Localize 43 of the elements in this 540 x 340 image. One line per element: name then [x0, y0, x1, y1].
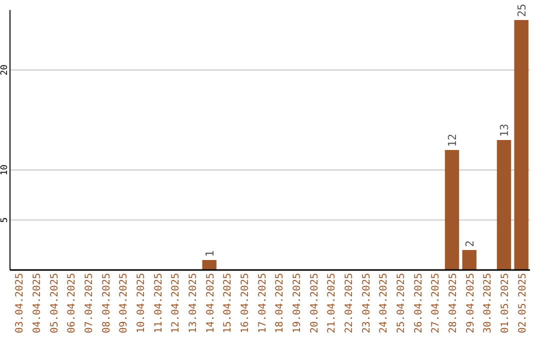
x-tick-label: 18.04.2025	[274, 273, 286, 334]
x-tick-label: 19.04.2025	[292, 273, 303, 334]
data-label: 25	[515, 4, 528, 17]
x-tick-label: 10.04.2025	[136, 273, 147, 334]
x-tick-label: 03.04.2025	[14, 273, 26, 334]
bar	[444, 150, 460, 270]
x-tick-label: 20.04.2025	[309, 273, 320, 334]
x-tick-label: 23.04.2025	[361, 273, 372, 334]
bar	[202, 260, 216, 270]
x-tick-label: 12.04.2025	[170, 273, 182, 334]
x-tick-label: 21.04.2025	[326, 273, 338, 334]
x-tick-label: 07.04.2025	[84, 273, 95, 334]
bar	[514, 20, 528, 270]
x-tick-label: 08.04.2025	[101, 273, 112, 334]
x-tick-label: 16.04.2025	[240, 273, 251, 334]
x-tick-label: 26.04.2025	[413, 273, 424, 334]
x-tick-label: 01.05.2025	[500, 273, 511, 334]
data-label: 2	[463, 240, 476, 247]
x-tick-label: 11.04.2025	[153, 273, 164, 334]
x-tick-label: 06.04.2025	[66, 273, 78, 334]
x-tick-label: 13.04.2025	[188, 273, 199, 334]
x-tick-label: 28.04.2025	[448, 273, 459, 334]
x-tick-label: 04.04.2025	[32, 273, 43, 334]
x-tick-label: 14.04.2025	[205, 273, 216, 334]
data-label: 12	[446, 134, 459, 147]
x-tick-label: 22.04.2025	[344, 273, 355, 334]
x-tick-label: 25.04.2025	[396, 273, 407, 334]
x-tick-label: 17.04.2025	[257, 273, 268, 334]
data-label: 13	[498, 124, 511, 137]
x-tick-label: 02.05.2025	[517, 273, 528, 334]
x-tick-label: 09.04.2025	[118, 273, 130, 334]
y-tick-label: 20	[0, 64, 10, 76]
bar	[496, 140, 512, 270]
x-tick-label: 29.04.2025	[465, 273, 476, 334]
data-label: 1	[203, 250, 216, 257]
y-tick-label: 5	[0, 217, 10, 223]
x-tick-label: 15.04.2025	[222, 273, 234, 334]
bar	[462, 250, 476, 270]
y-tick-label: 10	[0, 164, 10, 176]
x-tick-label: 24.04.2025	[378, 273, 390, 334]
x-tick-label: 27.04.2025	[430, 273, 442, 334]
x-tick-label: 05.04.2025	[49, 273, 60, 334]
x-tick-label: 30.04.2025	[482, 273, 494, 334]
